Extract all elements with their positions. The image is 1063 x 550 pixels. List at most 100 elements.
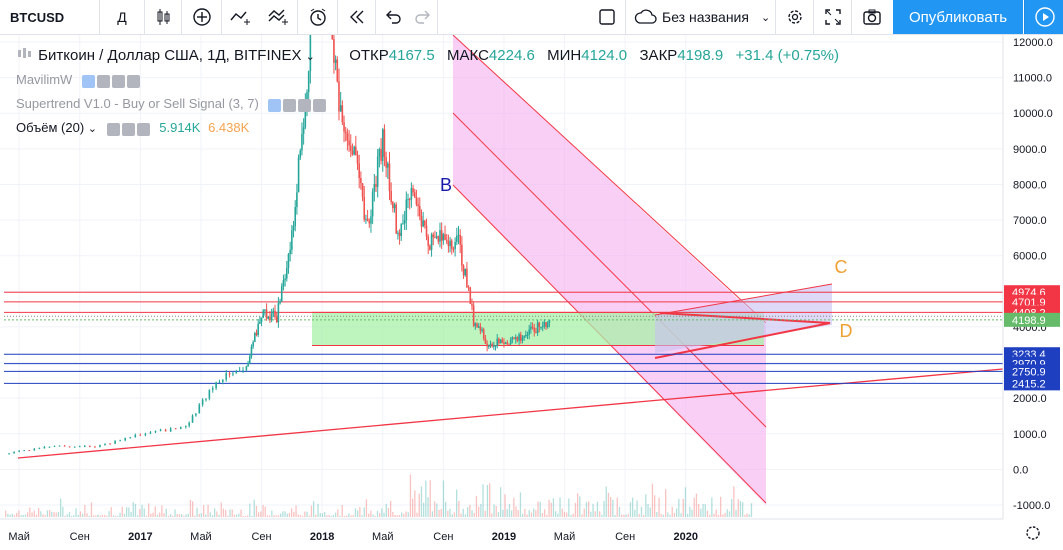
- volume-bar: [550, 502, 552, 517]
- volume-bar: [739, 501, 742, 517]
- volume-bar: [493, 504, 495, 517]
- candle-body: [444, 234, 446, 240]
- volume-bar: [702, 504, 704, 517]
- volume-bar: [86, 513, 88, 517]
- top-toolbar: BTCUSD Д Без названия ⌄ Опубликовать: [0, 0, 1063, 35]
- chevron-down-icon[interactable]: ⌄: [305, 51, 315, 63]
- indicator-volume[interactable]: Объём (20) ⌄ 5.914K 6.438K: [16, 120, 249, 137]
- volume-bar: [35, 514, 38, 517]
- volume-bar: [680, 513, 682, 517]
- publish-menu-button[interactable]: [1024, 0, 1063, 34]
- redo-icon[interactable]: [408, 0, 438, 34]
- triangle-line-d-lower: [654, 322, 831, 359]
- volume-bar: [429, 480, 431, 517]
- candle-body: [493, 345, 495, 347]
- volume-bar: [196, 507, 198, 517]
- source-icon[interactable]: [298, 99, 312, 113]
- candle-body: [385, 157, 387, 168]
- price-label-box: [1004, 364, 1060, 379]
- eye-icon[interactable]: [268, 99, 282, 113]
- volume-bar: [412, 498, 414, 517]
- volume-bar: [156, 514, 159, 517]
- volume-bar: [225, 510, 227, 517]
- candle-body: [124, 437, 126, 441]
- volume-bar: [220, 502, 222, 517]
- add-indicator-icon[interactable]: [182, 0, 222, 34]
- candle-body: [398, 232, 401, 236]
- eye-icon[interactable]: [106, 123, 120, 137]
- volume-bar: [557, 513, 559, 517]
- gear-icon[interactable]: [96, 75, 110, 89]
- volume-bar: [676, 508, 678, 517]
- volume-bar: [546, 514, 548, 517]
- candles-icon[interactable]: [145, 0, 182, 34]
- candle-body: [33, 448, 36, 451]
- volume-bar: [629, 502, 632, 517]
- volume-bar: [229, 509, 231, 517]
- low-value: 4124.0: [581, 47, 628, 64]
- close-icon[interactable]: [313, 99, 327, 113]
- volume-bar: [20, 515, 22, 517]
- candle-body: [58, 445, 61, 447]
- templates-icon[interactable]: [260, 0, 298, 34]
- replay-icon[interactable]: [338, 0, 376, 34]
- settings-gear-icon[interactable]: [776, 0, 814, 34]
- eye-icon[interactable]: [81, 75, 95, 89]
- time-tick-label: Май: [190, 531, 212, 543]
- volume-bar: [431, 511, 434, 517]
- candle-body: [232, 373, 234, 375]
- layout-name-button[interactable]: Без названия ⌄: [626, 0, 776, 34]
- indicator-mavilimw[interactable]: MavilimW: [16, 72, 142, 89]
- candle-body: [457, 234, 460, 236]
- time-tick-label: Сен: [433, 531, 453, 543]
- chevron-down-icon[interactable]: ⌄: [87, 123, 97, 135]
- time-axis: [0, 519, 1063, 545]
- camera-icon[interactable]: [852, 0, 892, 34]
- axis-settings-gear-icon[interactable]: [1026, 526, 1040, 540]
- candle-body: [341, 105, 344, 123]
- candle-body: [375, 183, 377, 187]
- volume-bar: [282, 511, 284, 517]
- close-icon[interactable]: [136, 123, 150, 137]
- volume-bar: [24, 514, 27, 517]
- volume-bar: [194, 515, 196, 517]
- low-label: МИН: [547, 47, 582, 64]
- candle-body: [238, 370, 241, 372]
- fullscreen-square-icon[interactable]: [588, 0, 626, 34]
- high-label: МАКС: [447, 47, 489, 64]
- volume-bar: [728, 511, 731, 517]
- gear-icon[interactable]: [121, 123, 135, 137]
- gear-icon[interactable]: [283, 99, 297, 113]
- symbol-search[interactable]: BTCUSD: [0, 0, 100, 34]
- volume-bar: [612, 499, 614, 517]
- publish-button[interactable]: Опубликовать: [893, 0, 1023, 34]
- volume-bar: [704, 504, 706, 517]
- volume-bar: [44, 515, 46, 517]
- volume-bar: [442, 480, 445, 517]
- volume-bar: [313, 501, 315, 517]
- volume-bar: [119, 512, 121, 517]
- volume-bar: [414, 490, 416, 517]
- alert-clock-icon[interactable]: [298, 0, 338, 34]
- volume-bar: [583, 508, 585, 517]
- volume-bar: [101, 514, 104, 517]
- source-icon[interactable]: [111, 75, 125, 89]
- fullscreen-icon[interactable]: [814, 0, 852, 34]
- interval-button[interactable]: Д: [100, 0, 145, 34]
- volume-bar: [117, 515, 119, 517]
- candle-body: [486, 343, 488, 347]
- price-tick-label: 9000.0: [1013, 144, 1047, 156]
- candle-body: [84, 445, 86, 447]
- indicator-supertrend[interactable]: Supertrend V1.0 - Buy or Sell Signal (3,…: [16, 96, 328, 113]
- volume-bar: [480, 503, 482, 517]
- legend-title[interactable]: Биткоин / Доллар США, 1Д, BITFINEX: [38, 47, 302, 64]
- candle-body: [259, 321, 261, 324]
- candle-body: [499, 339, 502, 344]
- volume-bar: [337, 509, 339, 517]
- close-icon[interactable]: [126, 75, 140, 89]
- candle-body: [461, 244, 463, 266]
- compare-icon[interactable]: [222, 0, 260, 34]
- undo-icon[interactable]: [378, 0, 408, 34]
